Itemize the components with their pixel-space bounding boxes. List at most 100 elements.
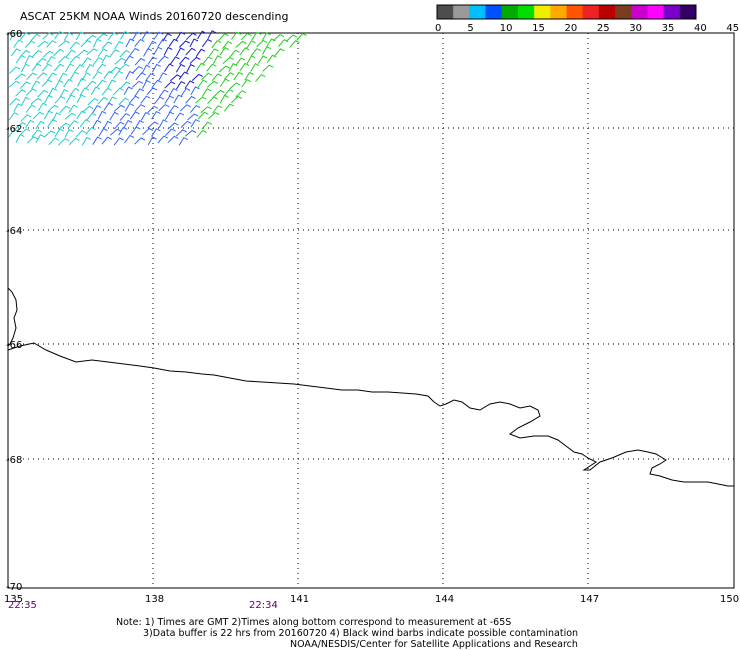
wind-barb bbox=[119, 81, 131, 89]
wind-barb bbox=[24, 55, 34, 64]
wind-barb bbox=[123, 55, 134, 64]
wind-barb bbox=[53, 48, 65, 57]
wind-barb bbox=[135, 72, 146, 81]
wind-barb bbox=[151, 79, 162, 88]
wind-barb bbox=[46, 72, 57, 81]
antarctic-coastline bbox=[7, 287, 734, 487]
wind-barb bbox=[251, 31, 262, 41]
wind-barb bbox=[97, 96, 109, 105]
wind-barb bbox=[140, 111, 151, 121]
wind-barb bbox=[107, 79, 117, 89]
wind-barb bbox=[289, 40, 300, 48]
colorbar-swatch bbox=[437, 5, 454, 19]
wind-barb bbox=[97, 48, 108, 57]
wind-barb bbox=[164, 111, 175, 121]
wind-barb bbox=[196, 129, 207, 138]
wind-barb bbox=[76, 110, 87, 120]
wind-barb bbox=[212, 105, 223, 114]
wind-barb bbox=[134, 38, 145, 47]
wind-barb bbox=[239, 47, 250, 56]
lon-label: 150 bbox=[720, 594, 739, 605]
colorbar-swatch bbox=[517, 5, 535, 19]
wind-barb bbox=[19, 49, 31, 58]
wind-barb bbox=[80, 39, 92, 48]
wind-barb bbox=[262, 64, 274, 72]
wind-barb bbox=[170, 74, 182, 82]
wind-barb bbox=[261, 32, 271, 41]
wind-barb bbox=[162, 33, 172, 42]
wind-barb bbox=[235, 57, 246, 66]
wind-barb bbox=[75, 129, 87, 138]
colorbar-swatch bbox=[469, 5, 487, 19]
wind-barb bbox=[86, 48, 98, 56]
wind-barb bbox=[132, 31, 142, 41]
wind-barb bbox=[81, 72, 91, 81]
lat-label: -68 bbox=[6, 455, 22, 466]
wind-barb bbox=[107, 96, 117, 105]
wind-barb bbox=[262, 46, 272, 55]
note-line-1: Note: 1) Times are GMT 2)Times along bot… bbox=[116, 617, 511, 628]
wind-barb bbox=[46, 40, 57, 48]
wind-barb bbox=[59, 105, 71, 114]
wind-barb bbox=[63, 32, 74, 41]
wind-barb bbox=[54, 79, 64, 89]
wind-barb bbox=[134, 120, 144, 129]
wind-barb bbox=[9, 97, 21, 106]
wind-barb bbox=[92, 71, 103, 80]
wind-barb bbox=[219, 78, 230, 87]
wind-barb bbox=[92, 38, 102, 48]
wind-barb bbox=[81, 57, 92, 66]
wind-barb bbox=[15, 121, 27, 130]
wind-barb bbox=[8, 128, 19, 138]
wind-barb bbox=[240, 32, 252, 41]
wind-barb bbox=[200, 106, 212, 114]
wind-barb bbox=[190, 118, 200, 128]
wind-barb bbox=[20, 63, 30, 73]
wind-barb bbox=[235, 40, 247, 48]
colorbar-swatch bbox=[566, 5, 584, 19]
wind-barb bbox=[113, 70, 124, 79]
wind-barb bbox=[101, 136, 112, 145]
wind-barb bbox=[175, 63, 186, 73]
lat-label: -62 bbox=[6, 124, 22, 135]
wind-barb bbox=[202, 56, 213, 65]
wind-barb bbox=[223, 72, 235, 80]
wind-barb bbox=[141, 64, 151, 74]
wind-barb bbox=[31, 49, 43, 58]
wind-barb bbox=[197, 111, 209, 120]
wind-barb bbox=[96, 63, 107, 72]
wind-barb bbox=[114, 57, 126, 65]
wind-barb bbox=[85, 126, 96, 135]
wind-barb bbox=[184, 129, 197, 137]
wind-barb bbox=[110, 128, 122, 136]
wind-barb bbox=[58, 40, 70, 48]
wind-barb bbox=[191, 73, 204, 81]
wind-barb bbox=[114, 40, 124, 50]
wind-barb bbox=[58, 138, 70, 146]
wind-barb bbox=[134, 88, 145, 97]
wind-barb bbox=[296, 32, 307, 41]
wind-barb bbox=[64, 128, 74, 138]
wind-barb bbox=[153, 46, 163, 56]
wind-barb bbox=[13, 39, 24, 48]
wind-barb bbox=[68, 137, 80, 146]
wind-barb bbox=[167, 122, 179, 130]
wind-barb bbox=[244, 71, 254, 81]
wind-barb bbox=[69, 55, 81, 64]
wind-barb bbox=[74, 64, 85, 73]
wind-barb bbox=[190, 86, 200, 95]
wind-barb bbox=[8, 80, 21, 88]
wind-barb bbox=[164, 81, 176, 89]
time-label: 22:35 bbox=[8, 600, 37, 611]
wind-barb bbox=[250, 62, 260, 72]
colorbar-swatch bbox=[598, 5, 616, 19]
colorbar-label: 5 bbox=[467, 23, 473, 34]
wind-barb bbox=[257, 55, 268, 64]
wind-barb bbox=[54, 128, 64, 138]
wind-barb bbox=[102, 120, 113, 130]
wind-barb bbox=[52, 112, 61, 122]
wind-barb bbox=[255, 74, 266, 82]
wind-barb bbox=[241, 79, 252, 88]
colorbar-label: 20 bbox=[565, 23, 578, 34]
wind-barb bbox=[231, 31, 242, 40]
